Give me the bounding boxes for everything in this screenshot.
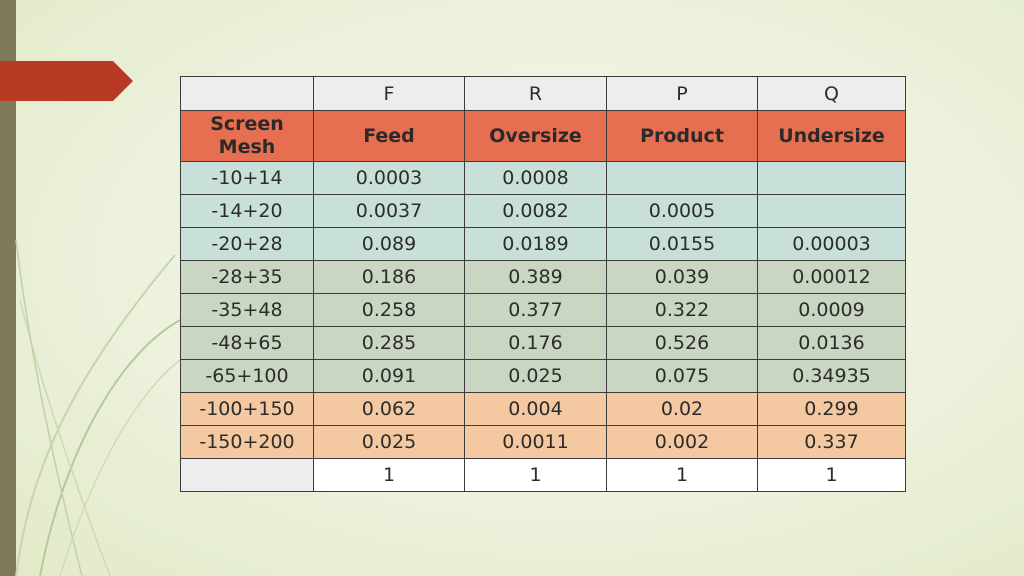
table-row: -150+200 0.025 0.0011 0.002 0.337	[180, 425, 906, 459]
value-cell: 0.025	[313, 425, 465, 459]
value-cell	[606, 161, 758, 195]
value-cell: 0.062	[313, 392, 465, 426]
table-row: -10+14 0.0003 0.0008	[180, 161, 906, 195]
table-row: -20+28 0.089 0.0189 0.0155 0.00003	[180, 227, 906, 261]
value-cell: 0.0155	[606, 227, 758, 261]
letter-cell-r: R	[464, 76, 607, 111]
value-cell: 0.285	[313, 326, 465, 360]
left-accent-bar	[0, 0, 16, 576]
value-cell: 0.258	[313, 293, 465, 327]
mesh-cell: -28+35	[180, 260, 314, 294]
mesh-cell: -65+100	[180, 359, 314, 393]
mesh-cell: -100+150	[180, 392, 314, 426]
header-undersize: Undersize	[757, 110, 906, 162]
value-cell: 0.025	[464, 359, 607, 393]
header-feed: Feed	[313, 110, 465, 162]
mesh-cell: -14+20	[180, 194, 314, 228]
screen-analysis-table: F R P Q Screen Mesh Feed Oversize Produc…	[180, 76, 906, 492]
value-cell	[757, 194, 906, 228]
value-cell: 0.0037	[313, 194, 465, 228]
value-cell: 0.389	[464, 260, 607, 294]
value-cell	[757, 161, 906, 195]
header-row: Screen Mesh Feed Oversize Product Unders…	[180, 110, 906, 162]
mesh-cell: -48+65	[180, 326, 314, 360]
header-product: Product	[606, 110, 758, 162]
value-cell: 0.00012	[757, 260, 906, 294]
letter-cell-q: Q	[757, 76, 906, 111]
mesh-cell: -35+48	[180, 293, 314, 327]
letter-cell-blank	[180, 76, 314, 111]
mesh-cell: -10+14	[180, 161, 314, 195]
table-row: -65+100 0.091 0.025 0.075 0.34935	[180, 359, 906, 393]
value-cell: 0.0003	[313, 161, 465, 195]
value-cell: 0.039	[606, 260, 758, 294]
value-cell: 0.00003	[757, 227, 906, 261]
mesh-cell: -20+28	[180, 227, 314, 261]
value-cell: 0.0136	[757, 326, 906, 360]
letter-cell-f: F	[313, 76, 465, 111]
header-screen-text: Screen	[210, 113, 284, 135]
value-cell: 0.089	[313, 227, 465, 261]
value-cell: 0.091	[313, 359, 465, 393]
table-row: -28+35 0.186 0.389 0.039 0.00012	[180, 260, 906, 294]
value-cell: 0.002	[606, 425, 758, 459]
value-cell: 0.377	[464, 293, 607, 327]
total-cell: 1	[606, 458, 758, 492]
value-cell: 0.0005	[606, 194, 758, 228]
table-row: -48+65 0.285 0.176 0.526 0.0136	[180, 326, 906, 360]
value-cell: 0.186	[313, 260, 465, 294]
value-cell: 0.322	[606, 293, 758, 327]
value-cell: 0.299	[757, 392, 906, 426]
table-row: -100+150 0.062 0.004 0.02 0.299	[180, 392, 906, 426]
total-cell: 1	[757, 458, 906, 492]
table-row: -35+48 0.258 0.377 0.322 0.0009	[180, 293, 906, 327]
totals-row: 1 1 1 1	[180, 458, 906, 492]
totals-label-cell	[180, 458, 314, 492]
value-cell: 0.337	[757, 425, 906, 459]
title-arrow-tab	[0, 61, 133, 101]
value-cell: 0.0011	[464, 425, 607, 459]
table-row: -14+20 0.0037 0.0082 0.0005	[180, 194, 906, 228]
header-oversize: Oversize	[464, 110, 607, 162]
total-cell: 1	[464, 458, 607, 492]
value-cell: 0.0189	[464, 227, 607, 261]
value-cell: 0.075	[606, 359, 758, 393]
value-cell: 0.0009	[757, 293, 906, 327]
header-screen-mesh: Screen Mesh	[180, 110, 314, 162]
value-cell: 0.02	[606, 392, 758, 426]
letter-row: F R P Q	[180, 76, 906, 111]
value-cell: 0.0082	[464, 194, 607, 228]
header-mesh-text: Mesh	[218, 136, 276, 158]
value-cell: 0.526	[606, 326, 758, 360]
mesh-cell: -150+200	[180, 425, 314, 459]
total-cell: 1	[313, 458, 465, 492]
value-cell: 0.004	[464, 392, 607, 426]
value-cell: 0.176	[464, 326, 607, 360]
value-cell: 0.0008	[464, 161, 607, 195]
letter-cell-p: P	[606, 76, 758, 111]
value-cell: 0.34935	[757, 359, 906, 393]
